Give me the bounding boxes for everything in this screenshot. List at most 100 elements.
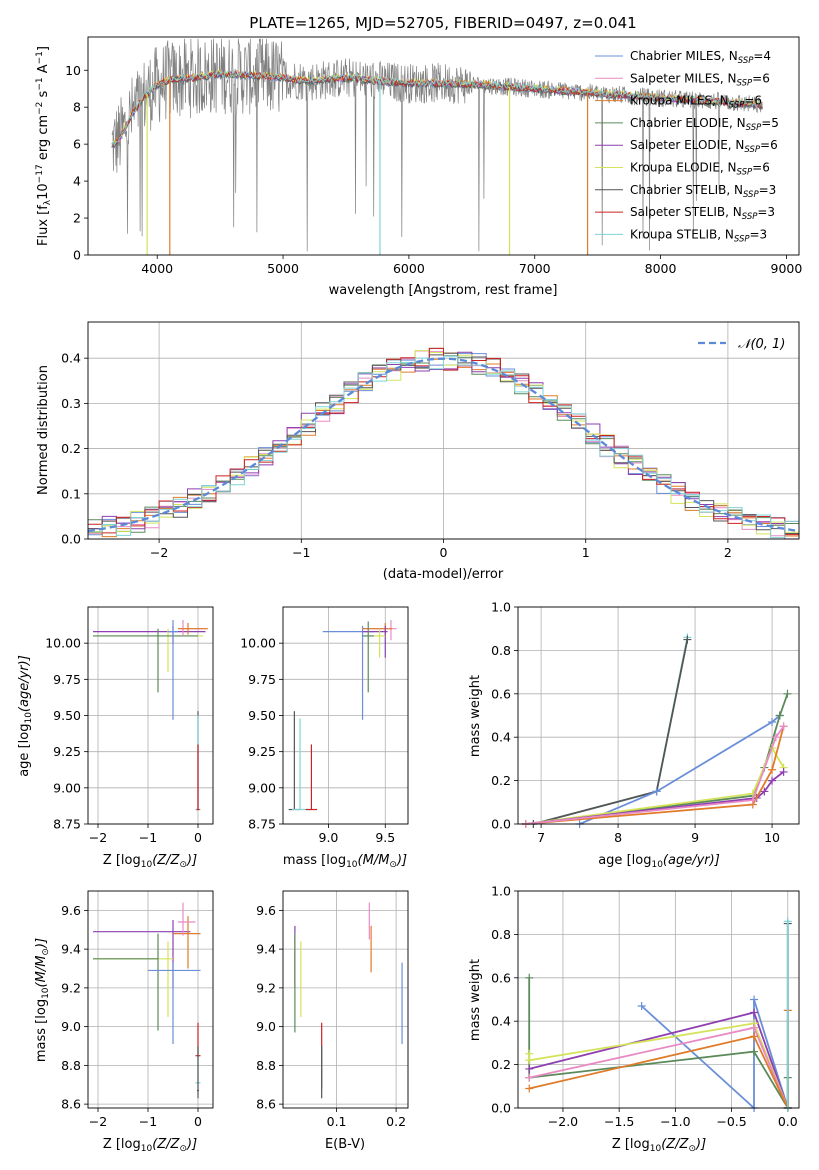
series-marker: [525, 1064, 534, 1073]
y-tick-label: 9.4: [256, 942, 276, 957]
x-axis-label-part: ⊙: [688, 1144, 696, 1154]
age_vs_mass-plot: [288, 620, 397, 811]
legend-subscript: SSP: [737, 168, 753, 178]
y-tick-label: 9.0: [61, 1019, 81, 1034]
x-axis-label: Z [log10(Z/Z⊙)]: [103, 1137, 197, 1154]
y-axis-label-part: age [log: [17, 724, 32, 777]
y-tick-label: 10: [65, 63, 81, 78]
series-marker: [525, 1056, 534, 1065]
x-axis-label-part: Z [log: [612, 1137, 650, 1152]
y-axis-label-part: λ: [43, 199, 53, 205]
y-tick-label: 8.8: [256, 1058, 276, 1073]
y-axis-label-part: A: [36, 64, 51, 77]
y-axis-label: age [log10(age/yr)]: [17, 655, 34, 777]
series-marker: [779, 767, 788, 776]
series-marker: [779, 722, 788, 731]
x-axis-label-part: 10: [141, 1144, 153, 1154]
x-axis-label-part: (Z/Z: [152, 853, 180, 868]
x-tick-label: 6000: [393, 261, 425, 276]
legend-entry-label: Kroupa STELIB, NSSP=3: [630, 227, 767, 244]
series-line: [528, 977, 789, 1112]
y-axis-label-part: mass [log: [34, 999, 49, 1062]
legend-count: =5: [761, 116, 779, 130]
x-tick-label: 0: [440, 545, 448, 560]
legend-entry-label: Chabrier ELODIE, NSSP=5: [630, 116, 779, 133]
x-axis-label-part: Z [log: [103, 853, 141, 868]
series-marker: [748, 796, 757, 805]
x-tick-label: 7: [537, 830, 545, 845]
y-tick-label: 1.0: [491, 884, 511, 899]
spectrum-plot: [111, 38, 763, 255]
x-tick-label: −1.0: [660, 1114, 690, 1129]
model-spectrum-line: [111, 68, 763, 147]
legend-subscript: SSP: [746, 123, 762, 133]
y-tick-label: 8.75: [53, 817, 81, 832]
legend-count: =6: [760, 138, 778, 152]
y-tick-label: 8.6: [256, 1097, 276, 1112]
x-tick-label: 9: [691, 830, 699, 845]
legend-entry-label: 𝒩(0, 1): [738, 337, 785, 352]
series-marker: [750, 1032, 759, 1041]
y-tick-label: 9.25: [53, 744, 81, 759]
x-axis-label-part: ⊙: [179, 1144, 187, 1154]
x-tick-label: −2: [89, 830, 107, 845]
series-line: [525, 725, 785, 825]
age_vs_mass-axes: 9.0 9.5 8.75 9.00 9.25 9.50 9.75 10.00: [240, 607, 408, 845]
y-tick-label: 9.25: [248, 744, 276, 759]
legend-subscript: SSP: [744, 145, 760, 155]
legend: Chabrier MILES, NSSP=4 Salpeter MILES, NS…: [595, 49, 779, 244]
y-tick-label: 9.00: [248, 780, 276, 795]
y-axis-label-part: 10: [36, 183, 51, 200]
y-axis-label-part: ]: [36, 46, 51, 51]
weight_vs_age-plot: [521, 633, 792, 828]
x-axis-label-part: (M/M: [358, 853, 390, 868]
y-tick-label: 9.6: [256, 903, 276, 918]
y-tick-label: 0.8: [491, 643, 511, 658]
y-axis-label-part: )]: [34, 938, 49, 949]
x-axis-label: Z [log10(Z/Z⊙)]: [612, 1137, 706, 1154]
series-marker: [783, 917, 792, 926]
y-axis-label-part: 10: [41, 987, 51, 999]
series-marker: [637, 1002, 646, 1011]
x-tick-label: 0: [194, 1114, 202, 1129]
x-tick-label: −1: [139, 1114, 157, 1129]
y-tick-label: 10.00: [240, 636, 276, 651]
y-tick-label: 9.6: [61, 903, 81, 918]
y-tick-label: 0.3: [61, 396, 81, 411]
y-tick-label: 9.75: [53, 672, 81, 687]
x-axis-label-part: )]: [186, 1137, 197, 1152]
y-tick-label: 0.1: [61, 486, 81, 501]
x-axis-label-part: 10: [651, 860, 663, 870]
series-marker: [652, 787, 661, 796]
series-marker: [750, 1023, 759, 1032]
y-axis-label: mass weight: [468, 675, 483, 757]
series-marker: [760, 787, 769, 796]
x-tick-label: −1: [139, 830, 157, 845]
legend-entry-label: Chabrier STELIB, NSSP=3: [630, 183, 776, 200]
x-tick-label: 10: [764, 830, 780, 845]
series-marker: [771, 733, 780, 742]
y-axis-label-part: −2: [35, 102, 45, 115]
mass_vs_EBV-axes: 0.1 0.2 8.6 8.8 9.0 9.2 9.4 9.6: [256, 891, 408, 1129]
series-marker: [768, 718, 777, 727]
series-marker: [750, 1008, 759, 1017]
age_vs_Z-axes: −2 −1 0 8.75 9.00 9.25 9.50 9.75 10.00: [45, 607, 213, 845]
legend-subscript: SSP: [729, 101, 745, 111]
x-tick-label: 5000: [267, 261, 299, 276]
x-tick-label: −1.5: [604, 1114, 634, 1129]
y-axis-label-part: (M/M: [34, 956, 49, 988]
x-tick-label: 9.5: [375, 830, 395, 845]
age_vs_Z-frame: [87, 606, 214, 825]
series-marker: [750, 1047, 759, 1056]
series-marker: [525, 973, 534, 982]
x-tick-label: 0.0: [778, 1114, 798, 1129]
legend-entry-label: Chabrier MILES, NSSP=4: [630, 49, 771, 66]
x-tick-label: 0.2: [386, 1114, 406, 1129]
y-tick-label: 8.6: [61, 1097, 81, 1112]
spectrum-frame: [87, 36, 800, 256]
y-axis-label: mass [log10(M/M⊙)]: [34, 938, 51, 1062]
y-tick-label: 9.2: [256, 980, 276, 995]
x-tick-label: 7000: [519, 261, 551, 276]
y-tick-label: 9.4: [61, 942, 81, 957]
y-tick-label: 8.75: [248, 817, 276, 832]
